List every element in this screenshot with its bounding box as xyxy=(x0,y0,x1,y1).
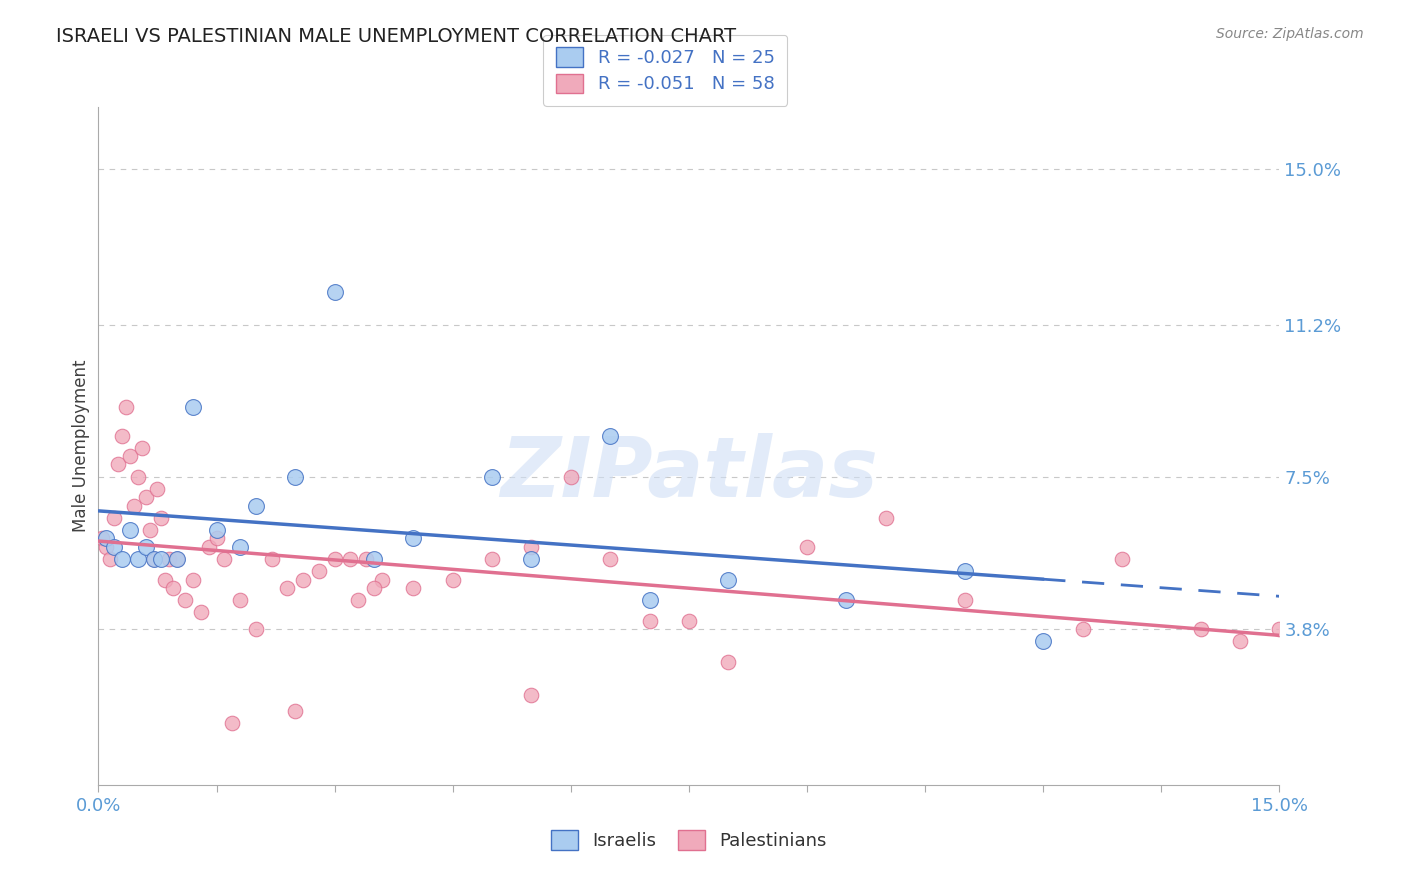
Point xyxy=(1071,622,1094,636)
Point xyxy=(150,552,173,566)
Point xyxy=(441,573,464,587)
Point xyxy=(162,581,184,595)
Point xyxy=(339,552,361,566)
Legend: Israelis, Palestinians: Israelis, Palestinians xyxy=(544,823,834,857)
Point xyxy=(678,614,700,628)
Point xyxy=(142,552,165,566)
Point xyxy=(221,716,243,731)
Point xyxy=(260,552,283,566)
Point xyxy=(229,593,252,607)
Point xyxy=(155,573,177,587)
Point xyxy=(323,552,346,566)
Text: Source: ZipAtlas.com: Source: ZipAtlas.com xyxy=(1216,27,1364,41)
Point xyxy=(284,470,307,484)
Point xyxy=(118,450,141,464)
Point xyxy=(371,573,394,587)
Point xyxy=(481,552,503,566)
Point xyxy=(190,606,212,620)
Point xyxy=(599,552,621,566)
Point xyxy=(205,532,228,546)
Point xyxy=(1111,552,1133,566)
Point xyxy=(560,470,582,484)
Point xyxy=(245,499,267,513)
Point xyxy=(1189,622,1212,636)
Point xyxy=(214,552,236,566)
Point xyxy=(481,470,503,484)
Point xyxy=(717,573,740,587)
Point xyxy=(1229,634,1251,648)
Point xyxy=(91,532,114,546)
Text: ZIPatlas: ZIPatlas xyxy=(501,433,877,514)
Point xyxy=(166,552,188,566)
Point xyxy=(402,581,425,595)
Point xyxy=(323,285,346,299)
Point xyxy=(402,532,425,546)
Text: ISRAELI VS PALESTINIAN MALE UNEMPLOYMENT CORRELATION CHART: ISRAELI VS PALESTINIAN MALE UNEMPLOYMENT… xyxy=(56,27,737,45)
Point xyxy=(520,552,543,566)
Point xyxy=(276,581,298,595)
Point xyxy=(111,428,134,442)
Point xyxy=(953,564,976,578)
Point xyxy=(197,540,219,554)
Point xyxy=(142,552,165,566)
Point xyxy=(205,523,228,537)
Point xyxy=(638,593,661,607)
Point xyxy=(146,482,169,496)
Point xyxy=(284,704,307,718)
Point xyxy=(127,552,149,566)
Point xyxy=(292,573,315,587)
Point xyxy=(135,540,157,554)
Point xyxy=(150,511,173,525)
Point xyxy=(111,552,134,566)
Point xyxy=(717,655,740,669)
Point xyxy=(166,552,188,566)
Point xyxy=(115,400,138,414)
Point xyxy=(520,540,543,554)
Point xyxy=(122,499,145,513)
Point xyxy=(1032,634,1054,648)
Point xyxy=(520,688,543,702)
Y-axis label: Male Unemployment: Male Unemployment xyxy=(72,359,90,533)
Point xyxy=(308,564,330,578)
Point xyxy=(599,428,621,442)
Point xyxy=(363,552,385,566)
Point xyxy=(953,593,976,607)
Point xyxy=(157,552,180,566)
Point xyxy=(245,622,267,636)
Point xyxy=(107,458,129,472)
Point xyxy=(835,593,858,607)
Point xyxy=(363,581,385,595)
Point xyxy=(174,593,197,607)
Point xyxy=(131,441,153,455)
Point xyxy=(135,491,157,505)
Point xyxy=(796,540,818,554)
Point xyxy=(181,400,204,414)
Point xyxy=(127,470,149,484)
Point xyxy=(1268,622,1291,636)
Point xyxy=(138,523,160,537)
Point xyxy=(103,511,125,525)
Point xyxy=(229,540,252,554)
Point xyxy=(96,540,118,554)
Point xyxy=(103,540,125,554)
Point xyxy=(875,511,897,525)
Point xyxy=(98,552,121,566)
Point xyxy=(118,523,141,537)
Point xyxy=(638,614,661,628)
Point xyxy=(354,552,377,566)
Point xyxy=(347,593,370,607)
Point xyxy=(181,573,204,587)
Point xyxy=(96,532,118,546)
